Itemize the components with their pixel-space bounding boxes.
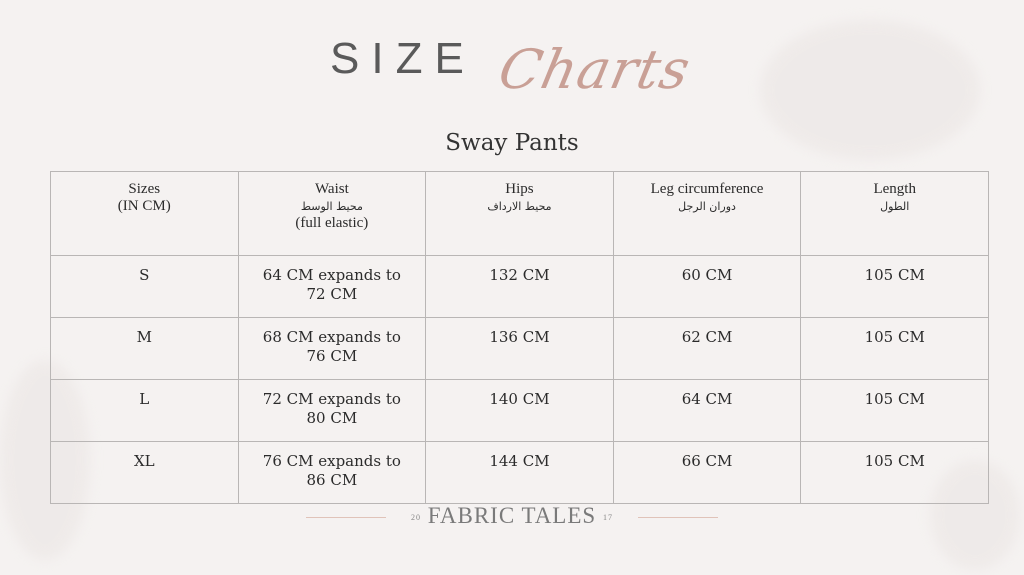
header-label: Leg circumference (650, 181, 764, 197)
header-hips: Hips محيط الارداف (425, 171, 614, 256)
table-cell: 64 CM expands to 72 CM (237, 255, 427, 318)
header-length: Length الطول (800, 171, 989, 256)
table-cell: 76 CM expands to 86 CM (237, 441, 427, 504)
year-right: 17 (602, 513, 613, 523)
table-row: XL 76 CM expands to 86 CM 144 CM 66 CM 105 C… (50, 441, 989, 504)
table-row: S 64 CM expands to 72 CM 132 CM 60 CM 105 CM (50, 255, 989, 318)
table-cell: 66 CM (612, 441, 802, 504)
title-size: SIZE (330, 34, 476, 83)
table-cell: 105 CM (800, 317, 989, 380)
brand-name: FABRIC TALES (427, 503, 597, 528)
table-cell: 105 CM (800, 255, 989, 318)
size-chart-table: Sizes (IN CM) Waist محيط الوسط (full elasti… (50, 171, 989, 504)
header-waist: Waist محيط الوسط (full elastic) (237, 171, 427, 256)
product-name: Sway Pants (445, 130, 579, 156)
table-cell: 144 CM (425, 441, 614, 504)
header-arabic: دوران الرجل (678, 200, 736, 213)
table-row: L 72 CM expands to 80 CM 140 CM 64 CM 105 CM (50, 379, 989, 442)
table-header-row: Sizes (IN CM) Waist محيط الوسط (full elasti… (50, 171, 989, 256)
divider (306, 517, 386, 518)
header-arabic: الطول (880, 200, 910, 213)
table-cell: XL (50, 441, 239, 504)
header-arabic: محيط الارداف (487, 200, 552, 213)
table-row: M 68 CM expands to 76 CM 136 CM 62 CM 105 CM (50, 317, 989, 380)
header-sublabel: (full elastic) (295, 215, 369, 231)
header-label: Length (873, 181, 916, 197)
header-leg-circumference: Leg circumference دوران الرجل (612, 171, 802, 256)
title-charts-script: Charts (493, 38, 697, 101)
table-cell: 72 CM expands to 80 CM (237, 379, 427, 442)
table-cell: 62 CM (612, 317, 802, 380)
table-cell: S (50, 255, 239, 318)
table-cell: M (50, 317, 239, 380)
table-cell: 105 CM (800, 379, 989, 442)
brand-logo: 20 FABRIC TALES 17 (392, 503, 632, 529)
header-label: Sizes (128, 181, 161, 197)
header-sizes: Sizes (IN CM) (50, 171, 239, 256)
table-cell: 60 CM (612, 255, 802, 318)
table-cell: 68 CM expands to 76 CM (237, 317, 427, 380)
header-arabic: محيط الوسط (300, 200, 363, 213)
footer-brand: 20 FABRIC TALES 17 (0, 503, 1024, 531)
header-sublabel: (IN CM) (117, 198, 171, 214)
floral-decoration (760, 20, 980, 160)
table-cell: 105 CM (800, 441, 989, 504)
table-cell: 64 CM (612, 379, 802, 442)
header-label: Hips (505, 181, 534, 197)
header-label: Waist (314, 181, 349, 197)
year-left: 20 (411, 513, 422, 523)
table-cell: L (50, 379, 239, 442)
table-cell: 140 CM (425, 379, 614, 442)
divider (638, 517, 718, 518)
table-cell: 136 CM (425, 317, 614, 380)
table-cell: 132 CM (425, 255, 614, 318)
